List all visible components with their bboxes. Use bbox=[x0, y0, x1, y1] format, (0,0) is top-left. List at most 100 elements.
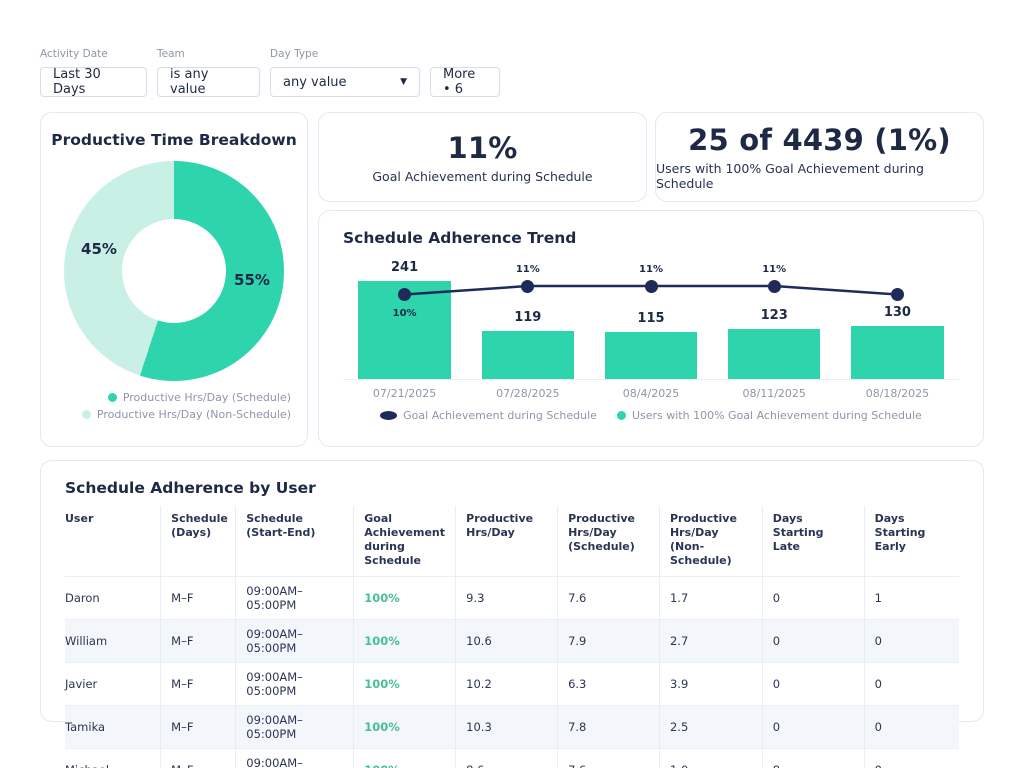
trend-line-point[interactable] bbox=[398, 288, 412, 301]
table-column-header[interactable]: Productive Hrs/Day (Non-Schedule) bbox=[659, 506, 763, 577]
trend-legend: Goal Achievement during Schedule Users wi… bbox=[343, 409, 959, 422]
team-value: is any value bbox=[170, 67, 209, 97]
kpi-goal-achievement-card: 11% Goal Achievement during Schedule bbox=[318, 112, 647, 202]
table-cell: 10.6 bbox=[455, 619, 559, 663]
activity-date-label: Activity Date bbox=[40, 48, 108, 60]
dashboard-page: Activity Date Last 30 Days Team is any v… bbox=[40, 48, 984, 768]
table-cell: 2.5 bbox=[659, 705, 763, 749]
table-cell: 3.9 bbox=[659, 662, 763, 706]
legend-dot-icon bbox=[107, 393, 117, 402]
table-cell: 09:00AM–05:00PM bbox=[235, 619, 355, 663]
table-column-header[interactable]: Days Starting Early bbox=[864, 506, 959, 577]
line-marker-icon bbox=[380, 411, 398, 420]
trend-x-tick-label: 07/21/2025 bbox=[372, 387, 437, 400]
kpi-goal-achievement-label: Goal Achievement during Schedule bbox=[372, 168, 593, 184]
trend-line-point-label: 11% bbox=[639, 264, 663, 276]
trend-line-point[interactable] bbox=[767, 279, 781, 293]
table-column-header[interactable]: Schedule (Start-End) bbox=[235, 506, 355, 577]
schedule-adherence-table: User Schedule (Days) Schedule (Start-End) G… bbox=[65, 506, 959, 768]
user-name-cell: Michael bbox=[65, 748, 162, 768]
table-column-header[interactable]: Productive Hrs/Day (Schedule) bbox=[557, 506, 660, 577]
day-type-label: Day Type bbox=[270, 48, 319, 60]
team-select[interactable]: is any value bbox=[157, 67, 260, 97]
trend-x-tick-label: 08/11/2025 bbox=[742, 387, 806, 400]
trend-bar[interactable] bbox=[851, 326, 944, 379]
table-cell: 7.9 bbox=[557, 619, 660, 663]
donut-legend-item: Productive Hrs/Day (Non-Schedule) bbox=[81, 408, 291, 421]
table-cell: 1 bbox=[864, 576, 959, 620]
trend-legend-label: Goal Achievement during Schedule bbox=[403, 409, 597, 422]
table-column-header[interactable]: Goal Achievement during Schedule bbox=[353, 506, 457, 577]
trend-bar-value-label: 119 bbox=[514, 309, 542, 325]
productive-time-breakdown-card: Productive Time Breakdown 45% 55% Produc… bbox=[40, 112, 308, 447]
table-row[interactable]: Tamika M–F 09:00AM–05:00PM 100% 10.3 7.8 2.5 0 0 bbox=[65, 705, 959, 749]
table-column-header[interactable]: Days Starting Late bbox=[762, 506, 865, 577]
table-column-header[interactable]: Schedule (Days) bbox=[160, 506, 237, 577]
trend-bar[interactable] bbox=[728, 328, 821, 379]
day-type-select[interactable]: any value ▼ bbox=[270, 67, 420, 97]
table-cell: 8.6 bbox=[455, 748, 559, 768]
table-card-title: Schedule Adherence by User bbox=[65, 479, 316, 497]
trend-line-point-label: 10% bbox=[392, 307, 417, 319]
donut-legend-label: Productive Hrs/Day (Schedule) bbox=[122, 391, 291, 404]
table-cell: 0 bbox=[864, 662, 959, 706]
table-cell: 1.0 bbox=[659, 748, 763, 768]
table-row[interactable]: Javier M–F 09:00AM–05:00PM 100% 10.2 6.3 3.9 0 0 bbox=[65, 662, 959, 706]
table-cell: 09:00AM–05:00PM bbox=[235, 662, 355, 706]
trend-bar[interactable] bbox=[604, 332, 698, 379]
activity-date-select[interactable]: Last 30 Days bbox=[40, 67, 147, 97]
table-column-header[interactable]: User bbox=[65, 506, 162, 577]
table-cell: 100% bbox=[353, 619, 457, 663]
table-cell: 0 bbox=[864, 619, 959, 663]
table-cell: M–F bbox=[160, 748, 237, 768]
table-cell: 0 bbox=[762, 705, 865, 749]
user-name-cell: William bbox=[65, 619, 162, 663]
table-cell: 100% bbox=[353, 576, 457, 620]
donut-card-title: Productive Time Breakdown bbox=[51, 131, 297, 149]
table-cell: 10.2 bbox=[455, 662, 559, 706]
trend-x-tick-label: 08/4/2025 bbox=[622, 387, 680, 400]
table-cell: 7.8 bbox=[557, 705, 660, 749]
trend-line-point[interactable] bbox=[521, 279, 535, 293]
trend-bar-value-label: 115 bbox=[637, 311, 665, 327]
trend-line-point[interactable] bbox=[644, 279, 658, 293]
more-filters-button[interactable]: More • 6 bbox=[430, 67, 500, 97]
team-label: Team bbox=[157, 48, 185, 60]
legend-dot-icon bbox=[81, 410, 91, 419]
trend-x-tick-label: 08/18/2025 bbox=[865, 387, 930, 400]
table-row[interactable]: Daron M–F 09:00AM–05:00PM 100% 9.3 7.6 1.7 0 1 bbox=[65, 576, 959, 620]
table-cell: 0 bbox=[762, 576, 865, 620]
kpi-goal-achievement-value: 11% bbox=[447, 130, 518, 165]
chevron-down-icon[interactable]: ▼ bbox=[400, 77, 407, 87]
filter-team: Team is any value bbox=[157, 48, 260, 97]
trend-plot: 241 119 115 123 130 10% 11% 11% 11% bbox=[343, 253, 959, 380]
table-cell: 6.3 bbox=[557, 662, 660, 706]
legend-dot-icon bbox=[616, 411, 626, 420]
more-filters-label: More • 6 bbox=[443, 67, 476, 97]
table-row[interactable]: William M–F 09:00AM–05:00PM 100% 10.6 7.9 2.7 0… bbox=[65, 619, 959, 663]
table-cell: M–F bbox=[160, 619, 237, 663]
table-cell: 7.6 bbox=[557, 576, 660, 620]
table-cell: 0 bbox=[864, 705, 959, 749]
table-cell: 1.7 bbox=[659, 576, 763, 620]
trend-bar[interactable] bbox=[481, 330, 574, 379]
trend-legend-item: Goal Achievement during Schedule bbox=[380, 409, 597, 422]
donut-slice-label-non-schedule: 45% bbox=[81, 240, 117, 258]
schedule-adherence-by-user-card: Schedule Adherence by User User Schedule … bbox=[40, 460, 984, 768]
table-cell: 2.7 bbox=[659, 619, 763, 663]
trend-legend-label: Users with 100% Goal Achievement during … bbox=[631, 409, 922, 422]
donut-legend-item: Productive Hrs/Day (Schedule) bbox=[107, 391, 291, 404]
filter-day-type: Day Type any value ▼ bbox=[270, 48, 420, 97]
filter-bar: Activity Date Last 30 Days Team is any v… bbox=[40, 48, 984, 97]
table-cell: 100% bbox=[353, 705, 457, 749]
trend-line-point[interactable] bbox=[890, 288, 904, 301]
kpi-users-100-label: Users with 100% Goal Achievement during … bbox=[656, 161, 924, 191]
donut-hole bbox=[122, 219, 226, 323]
table-cell: 09:00AM–05:00PM bbox=[235, 576, 355, 620]
table-cell: 0 bbox=[762, 619, 865, 663]
table-column-header[interactable]: Productive Hrs/Day bbox=[455, 506, 559, 577]
trend-line-point-label: 11% bbox=[515, 264, 540, 276]
user-name-cell: Tamika bbox=[65, 705, 162, 749]
trend-line-point-label: 11% bbox=[762, 264, 787, 276]
